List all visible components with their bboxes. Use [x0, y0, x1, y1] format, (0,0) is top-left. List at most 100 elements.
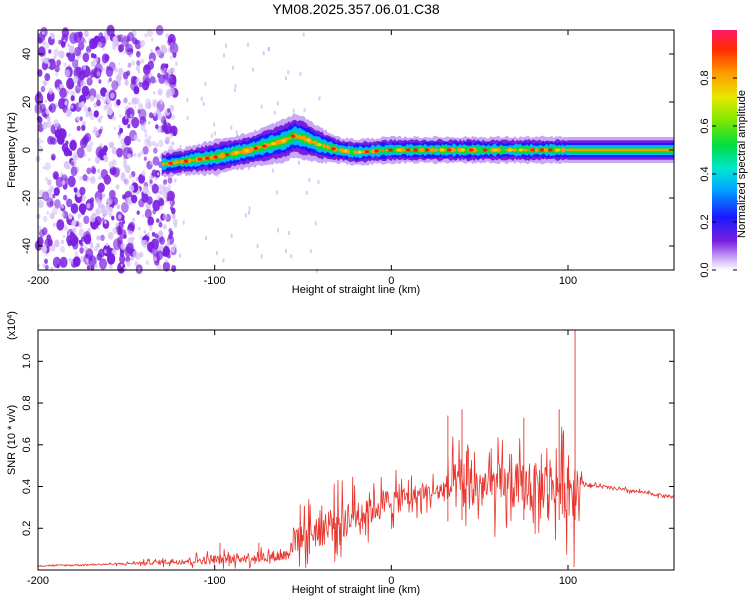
- spectrogram-noise-blob: [106, 24, 115, 37]
- spectrogram-noise-blob: [166, 136, 171, 143]
- spectrogram-noise-blob: [72, 59, 79, 69]
- spectrogram-noise-blob: [158, 139, 164, 148]
- spectrogram-noise-blob: [143, 156, 147, 161]
- spectrogram-noise-blob: [76, 147, 85, 159]
- spectrogram-noise-blob: [164, 199, 168, 204]
- spectrogram-x-tick-label: -200: [27, 275, 49, 287]
- snr-panel: -200 -100 0 100 0.2 0.4 0.6 0.8 1.0 Height of s…: [6, 311, 675, 596]
- spectrogram-noise-blob: [147, 28, 153, 38]
- spectrogram-hot-spot: [331, 147, 336, 151]
- spectrogram-noise-blob: [81, 85, 90, 97]
- spectrogram-noise-blob: [38, 225, 42, 231]
- spectrogram-noise-blob: [135, 65, 140, 72]
- spectrogram-noise-blob: [115, 184, 120, 190]
- spectrogram-noise-blob: [121, 36, 129, 47]
- spectrogram-faint-dot: [292, 108, 295, 113]
- spectrogram-noise-blob: [93, 110, 99, 118]
- spectrogram-faint-dot: [303, 108, 306, 113]
- spectrogram-faint-dot: [230, 125, 233, 130]
- spectrogram-noise-blob: [129, 184, 135, 193]
- spectrogram-noise-blob: [145, 98, 151, 107]
- spectrogram-noise-blob: [81, 124, 86, 131]
- snr-y-tick-label: 0.8: [21, 395, 33, 410]
- spectrogram-faint-dot: [256, 243, 259, 248]
- spectrogram-noise-blob: [124, 79, 129, 86]
- spectrogram-noise-blob: [56, 219, 65, 231]
- spectrogram-hot-spot: [539, 148, 544, 152]
- spectrogram-y-ticks: -40 -20 0 20 40: [21, 48, 674, 254]
- spectrogram-noise-blob: [46, 197, 54, 208]
- spectrogram-noise-blob: [89, 141, 94, 147]
- snr-x-tick-label: -200: [27, 575, 49, 587]
- spectrogram-noise-blob: [107, 107, 113, 116]
- spectrogram-noise-blob: [157, 88, 163, 96]
- spectrogram-noise-blob: [134, 97, 140, 105]
- spectrogram-noise-blob: [132, 179, 135, 183]
- spectrogram-hot-spot: [183, 159, 189, 163]
- spectrogram-hot-spot: [439, 148, 445, 152]
- spectrogram-faint-dot: [186, 116, 189, 121]
- spectrogram-noise-blob: [60, 239, 65, 245]
- spectrogram-noise-blob: [128, 221, 136, 232]
- spectrogram-noise-blob: [111, 215, 115, 221]
- spectrogram-noise-blob: [171, 265, 177, 272]
- spectrogram-noise-blob: [133, 153, 137, 157]
- spectrogram-faint-dot: [248, 206, 251, 211]
- spectrogram-faint-dot: [225, 43, 227, 48]
- spectrogram-noise-blob: [103, 100, 107, 104]
- spectrogram-noise-blob: [66, 198, 73, 208]
- spectrogram-noise-blob: [74, 84, 81, 94]
- spectrogram-noise-blob: [151, 140, 156, 146]
- spectrogram-noise-blob: [169, 42, 179, 55]
- spectrogram-noise-blob: [37, 116, 43, 124]
- spectrogram-faint-dot: [287, 231, 290, 236]
- spectrogram-noise-blob: [139, 235, 143, 240]
- spectrogram-noise-blob: [90, 176, 96, 184]
- spectrogram-noise-blob: [68, 133, 71, 137]
- spectrogram-hot-spot: [197, 157, 203, 161]
- spectrogram-noise-blob: [79, 116, 83, 122]
- spectrogram-faint-dot: [317, 180, 320, 185]
- spectrogram-y-tick-label: 20: [21, 96, 33, 108]
- snr-background: [38, 330, 674, 570]
- colorbar-gradient: [712, 30, 737, 270]
- spectrogram-noise-blob: [57, 128, 66, 140]
- spectrogram-noise-blob: [145, 260, 149, 265]
- spectrogram-noise-blob: [111, 147, 118, 155]
- spectrogram-noise-blob: [97, 182, 105, 193]
- spectrogram-noise-blob: [68, 213, 73, 220]
- spectrogram-faint-dot: [179, 144, 182, 149]
- spectrogram-noise-blob: [123, 159, 128, 166]
- spectrogram-faint-dot: [315, 268, 318, 273]
- spectrogram-faint-dot: [267, 47, 270, 52]
- spectrogram-noise-blob: [53, 119, 59, 128]
- snr-y-tick-label: 1.0: [21, 354, 33, 369]
- spectrogram-noise-blob: [58, 39, 62, 45]
- spectrogram-noise-blob: [108, 189, 116, 200]
- spectrogram-noise-blob: [136, 50, 141, 58]
- spectrogram-faint-dot: [170, 200, 173, 205]
- spectrogram-noise-blob: [101, 96, 105, 101]
- spectrogram-noise-blob: [103, 155, 107, 160]
- spectrogram-noise-blob: [46, 115, 51, 122]
- spectrogram-noise-blob: [155, 49, 161, 56]
- spectrogram-noise-blob: [137, 70, 141, 74]
- snr-frame: [37, 329, 675, 571]
- spectrogram-hot-spot: [357, 150, 362, 154]
- spectrogram-noise-blob: [119, 127, 124, 134]
- spectrogram-x-label: Height of straight line (km): [292, 284, 420, 296]
- spectrogram-noise-blob: [45, 99, 48, 103]
- spectrogram-noise-blob: [102, 145, 108, 153]
- colorbar-tick-label: 0.4: [699, 166, 711, 181]
- spectrogram-noise-blob: [146, 232, 150, 237]
- spectrogram-noise-blob: [96, 243, 100, 248]
- spectrogram-faint-dot: [235, 130, 238, 135]
- spectrogram-noise-blob: [138, 173, 146, 184]
- spectrogram-noise-blob: [115, 222, 119, 228]
- snr-peaks: [219, 330, 576, 564]
- spectrogram-noise-blob: [81, 101, 85, 107]
- spectrogram-noise-blob: [161, 186, 166, 192]
- spectrogram-noise-blob: [63, 194, 68, 201]
- spectrogram-noise-blob: [62, 234, 66, 239]
